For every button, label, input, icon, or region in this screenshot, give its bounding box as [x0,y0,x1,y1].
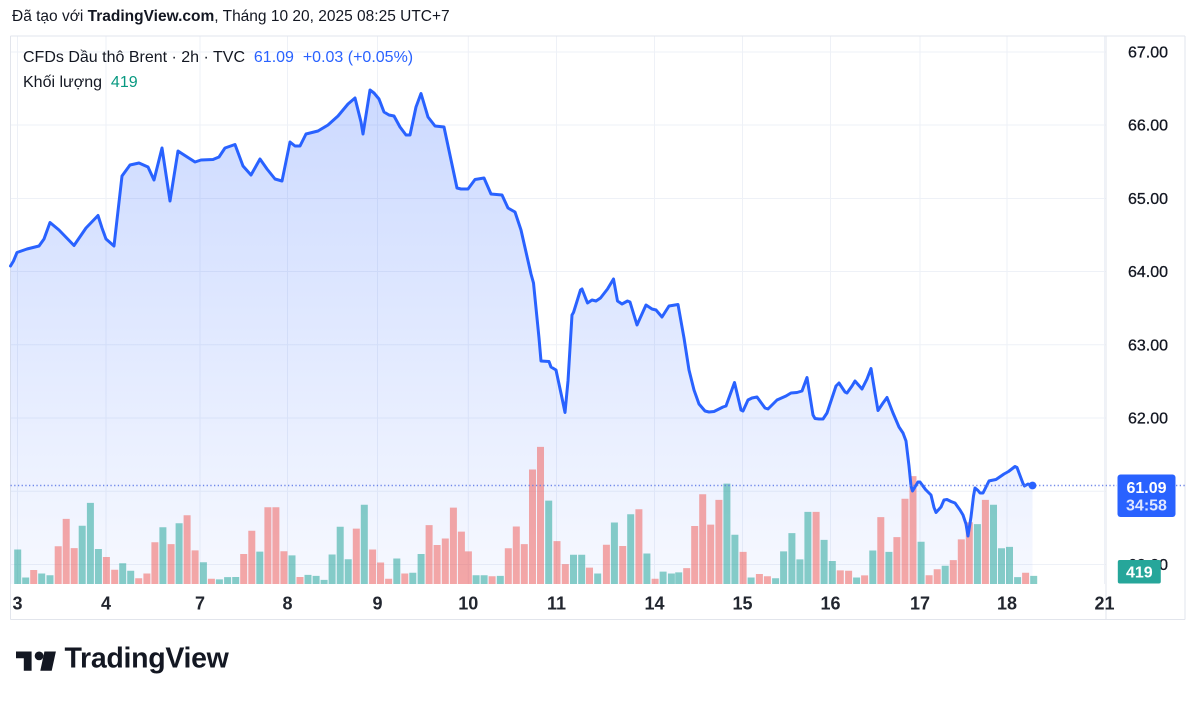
svg-text:16: 16 [820,594,840,614]
svg-text:TradingView: TradingView [65,643,230,675]
svg-text:62.00: 62.00 [1128,411,1168,428]
svg-text:11: 11 [547,594,566,614]
svg-text:66.00: 66.00 [1128,118,1168,135]
svg-text:61.09: 61.09 [1126,480,1166,497]
svg-text:10: 10 [458,594,478,614]
svg-text:18: 18 [997,594,1017,614]
svg-text:64.00: 64.00 [1128,264,1168,281]
svg-text:7: 7 [195,594,205,614]
svg-text:4: 4 [101,594,111,614]
svg-text:34:58: 34:58 [1126,498,1167,515]
svg-text:67.00: 67.00 [1128,45,1168,62]
svg-text:9: 9 [372,594,382,614]
svg-text:419: 419 [1126,565,1153,582]
svg-text:63.00: 63.00 [1128,337,1168,354]
svg-text:14: 14 [644,594,664,614]
svg-text:21: 21 [1094,594,1114,614]
svg-text:8: 8 [282,594,292,614]
svg-text:15: 15 [732,594,752,614]
svg-text:3: 3 [12,594,22,614]
svg-text:17: 17 [910,594,930,614]
svg-text:65.00: 65.00 [1128,191,1168,208]
